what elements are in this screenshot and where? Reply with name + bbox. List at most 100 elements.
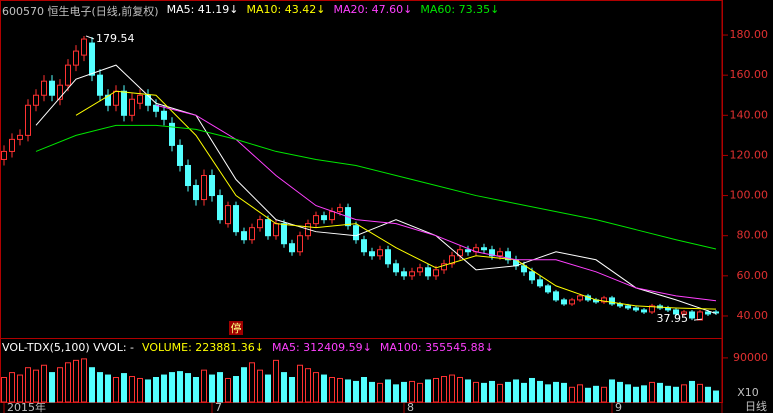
candle-body	[65, 64, 71, 86]
y-tick-label: 80.00	[737, 229, 769, 242]
volume-bar	[145, 379, 151, 403]
volume-bar	[49, 372, 55, 403]
volume-bar	[321, 374, 327, 403]
candle-body	[649, 305, 655, 313]
candle-body	[681, 311, 687, 315]
candle-body	[689, 311, 695, 319]
volume-bar	[273, 359, 279, 403]
volume-bar	[521, 382, 527, 403]
volume-bar	[129, 376, 135, 403]
volume-bar	[305, 368, 311, 403]
candle-body	[81, 38, 87, 56]
candle-body	[97, 74, 103, 96]
candle-body	[289, 243, 295, 253]
volume-bar	[65, 362, 71, 403]
candle-body	[697, 311, 703, 321]
suspension-box	[229, 321, 243, 335]
candle-body	[497, 251, 503, 257]
candle-body	[577, 295, 583, 301]
volume-bar	[313, 372, 319, 403]
candle-body	[569, 299, 575, 305]
ma-line	[75, 90, 717, 310]
x-tick-label: 7	[215, 401, 222, 413]
volume-bar	[561, 382, 567, 403]
y-tick-label: 100.00	[730, 189, 769, 202]
candle-body	[401, 271, 407, 277]
candle-body	[489, 249, 495, 257]
volume-bar	[217, 372, 223, 403]
volume-header: VOL-TDX(5,100) VVOL: - VOLUME: 223881.36↓…	[2, 341, 494, 354]
candle-body	[241, 231, 247, 241]
volume-bar	[193, 377, 199, 403]
volume-bar	[641, 385, 647, 403]
volume-bar	[353, 380, 359, 403]
candle-body	[1, 150, 7, 160]
y-tick-label: 160.00	[730, 68, 769, 81]
volume-bar	[633, 386, 639, 403]
volume-bar	[449, 374, 455, 403]
volume-bar	[9, 372, 15, 403]
volume-bar	[73, 359, 79, 403]
volume-bar	[57, 367, 63, 403]
volume-bar	[417, 382, 423, 403]
candle-body	[529, 271, 535, 281]
candle-body	[329, 211, 335, 221]
candle-body	[313, 215, 319, 225]
volume-bar	[153, 377, 159, 403]
candle-body	[673, 309, 679, 315]
volume-bar	[697, 383, 703, 403]
candle-body	[449, 255, 455, 265]
volume-bar	[17, 374, 23, 403]
volume-bar	[329, 377, 335, 403]
volume-bar	[625, 384, 631, 403]
candle-body	[137, 94, 143, 104]
volume-bar	[489, 380, 495, 403]
candle-body	[217, 195, 223, 221]
volume-bar	[713, 390, 719, 403]
candle-body	[33, 94, 39, 106]
volume-bar	[497, 383, 503, 403]
volume-bar	[289, 377, 295, 403]
volume-bar	[1, 377, 7, 403]
candle-body	[417, 267, 423, 273]
candle-body	[433, 269, 439, 277]
ma-line	[155, 104, 717, 302]
y-tick-label: 120.00	[730, 148, 769, 161]
candle-body	[505, 251, 511, 261]
volume-bar	[441, 376, 447, 403]
candle-body	[297, 235, 303, 253]
volume-bar	[241, 367, 247, 403]
volume-bar	[185, 373, 191, 403]
volume-header-item: VOL-TDX(5,100) VVOL: -	[2, 341, 134, 354]
volume-bar	[33, 369, 39, 403]
candle-body	[121, 90, 127, 116]
candle-body	[49, 80, 55, 96]
volume-bar	[569, 386, 575, 403]
x-tick-label: 8	[407, 401, 414, 413]
candle-body	[185, 164, 191, 187]
volume-bar	[585, 387, 591, 403]
y-tick-label: 140.00	[730, 108, 769, 121]
volume-bar	[401, 381, 407, 403]
candle-body	[633, 307, 639, 311]
volume-bar	[665, 385, 671, 403]
price-header: 600570 恒生电子(日线,前复权) MA5: 41.19↓ MA10: 43.…	[2, 3, 499, 19]
ma-line	[35, 124, 717, 250]
candle-body	[625, 305, 631, 309]
candle-body	[161, 110, 167, 120]
volume-multiplier: X10	[737, 386, 759, 399]
volume-bar	[513, 379, 519, 403]
candle-body	[641, 309, 647, 313]
candle-body	[169, 122, 175, 146]
candle-body	[337, 207, 343, 213]
volume-bar	[425, 379, 431, 403]
volume-bar	[609, 379, 615, 403]
candle-body	[609, 297, 615, 305]
volume-bar	[681, 384, 687, 403]
volume-bar	[233, 376, 239, 403]
candle-body	[209, 175, 215, 197]
volume-bar	[537, 380, 543, 403]
volume-bar	[25, 367, 31, 403]
legend-item: MA5: 41.19↓	[166, 3, 239, 16]
